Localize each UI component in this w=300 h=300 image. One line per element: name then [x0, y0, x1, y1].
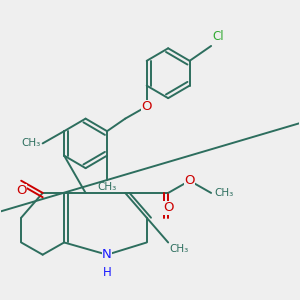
Text: CH₃: CH₃ [170, 244, 189, 254]
Text: CH₃: CH₃ [22, 138, 41, 148]
Text: O: O [163, 201, 173, 214]
Text: Cl: Cl [213, 30, 224, 43]
Text: O: O [141, 100, 152, 113]
Text: O: O [184, 174, 195, 187]
Text: H: H [103, 266, 111, 279]
Text: N: N [102, 248, 112, 261]
Text: CH₃: CH₃ [214, 188, 234, 198]
Text: CH₃: CH₃ [98, 182, 117, 192]
Text: O: O [16, 184, 26, 197]
